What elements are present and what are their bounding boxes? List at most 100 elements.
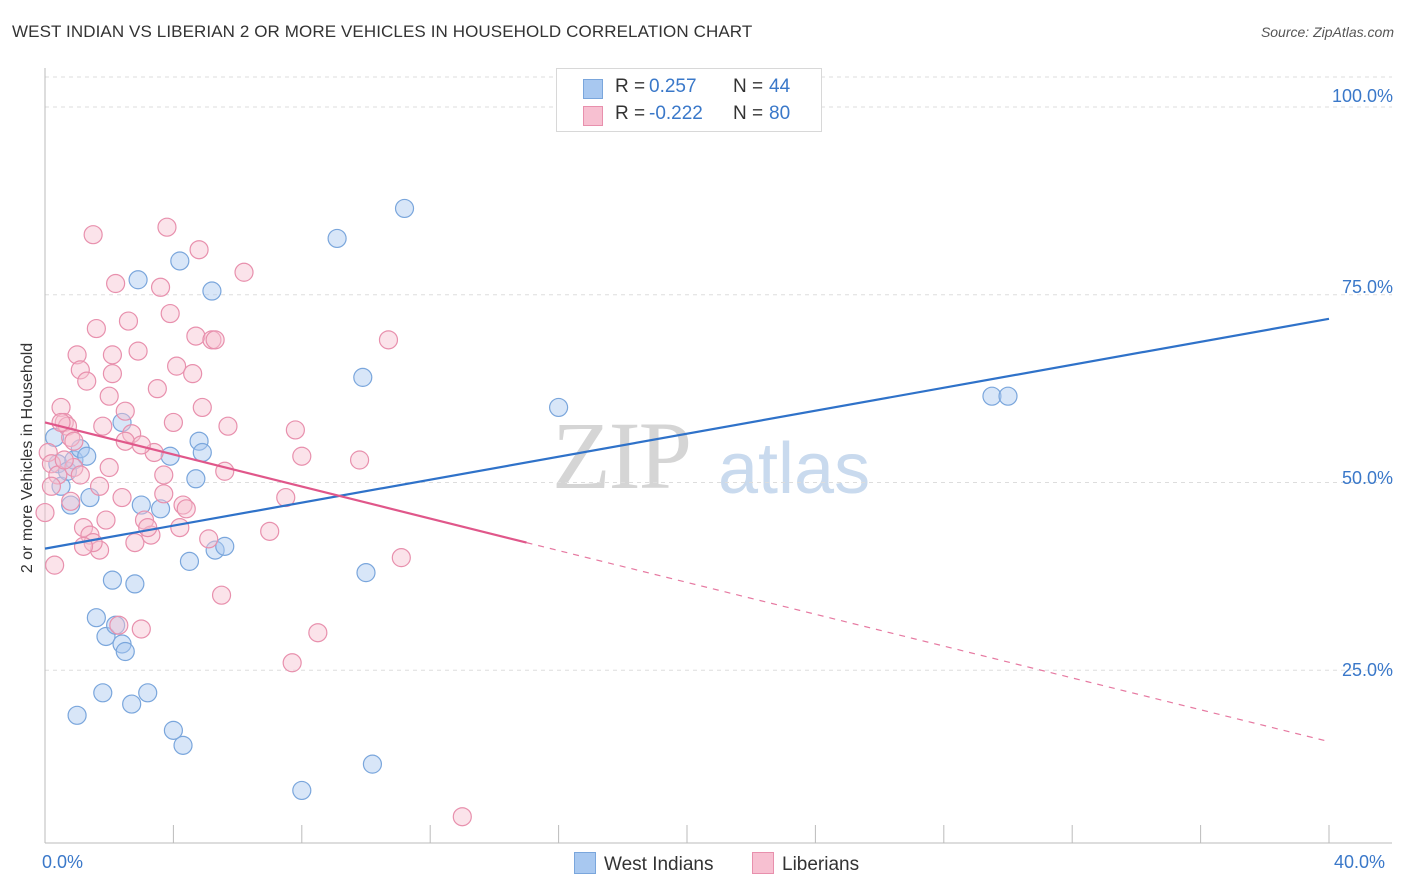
data-point [394, 198, 415, 219]
source-label: Source: ZipAtlas.com [1260, 24, 1394, 40]
data-point [199, 529, 219, 549]
n-label: N = [733, 103, 764, 124]
data-point [102, 570, 123, 590]
data-point [205, 330, 225, 350]
data-point [154, 484, 174, 504]
y-tick-label: 50.0% [1341, 468, 1393, 488]
data-point [38, 442, 58, 463]
data-point [102, 364, 123, 384]
data-point [170, 517, 190, 538]
data-point [192, 442, 212, 463]
legend-swatch [752, 852, 774, 874]
data-point [173, 495, 193, 515]
data-point [998, 386, 1018, 406]
data-point [131, 495, 151, 515]
legend-label: West Indians [604, 854, 714, 875]
r-value: 0.257 [649, 76, 697, 97]
data-point [234, 262, 254, 282]
data-point [86, 608, 106, 628]
data-point [163, 720, 183, 740]
data-point [54, 450, 74, 470]
data-point [115, 641, 135, 662]
data-point [260, 521, 280, 541]
data-point [122, 694, 142, 714]
data-point [982, 386, 1002, 406]
data-point [64, 457, 84, 478]
data-point [77, 371, 97, 391]
data-point [93, 416, 113, 436]
data-point [308, 623, 328, 643]
data-point [391, 548, 411, 568]
data-point [170, 251, 190, 271]
data-point [211, 585, 232, 605]
data-point [173, 735, 193, 755]
data-point [115, 401, 135, 421]
data-point [160, 303, 180, 324]
data-point [67, 345, 87, 365]
data-point [61, 491, 81, 511]
data-point [192, 397, 212, 418]
data-point [189, 431, 209, 451]
watermark-zip: ZIP [552, 402, 692, 509]
data-point [128, 270, 148, 290]
y-tick-label: 75.0% [1341, 277, 1393, 297]
n-label: N = [733, 76, 764, 97]
trend-line [44, 317, 1330, 550]
data-point [292, 446, 312, 466]
data-point [202, 281, 222, 301]
data-point [118, 311, 139, 331]
n-value: 44 [769, 76, 791, 97]
data-point [73, 517, 94, 538]
data-point [205, 540, 225, 560]
r-value: -0.222 [649, 103, 703, 124]
data-point [176, 499, 196, 519]
r-label: R = [615, 103, 646, 124]
legend-item-liberians[interactable]: Liberians [752, 852, 859, 876]
data-point [64, 431, 84, 451]
data-point [99, 457, 119, 478]
trend-line-extension [526, 542, 1330, 743]
data-point [167, 356, 187, 376]
data-point [548, 397, 569, 418]
data-point [77, 446, 97, 466]
data-point [154, 465, 174, 485]
data-point [353, 367, 373, 387]
data-point [282, 653, 302, 673]
data-point [99, 386, 119, 406]
data-point [292, 780, 312, 801]
data-point [285, 420, 305, 440]
data-point [125, 574, 145, 594]
data-point [179, 551, 200, 571]
data-point [138, 683, 158, 703]
data-point [112, 487, 132, 508]
data-point [86, 318, 106, 339]
data-point [51, 397, 71, 418]
data-point [138, 517, 158, 538]
watermark-atlas: atlas [718, 429, 871, 509]
r-label: R = [615, 76, 646, 97]
data-point [109, 615, 129, 635]
data-point [125, 533, 145, 553]
data-point [93, 683, 113, 703]
data-point [70, 360, 90, 380]
y-tick-label: 100.0% [1331, 86, 1393, 106]
data-point [96, 510, 116, 530]
data-point [35, 502, 55, 523]
stats-legend: R = 0.257 N = 44 R = -0.222 N = 80 [556, 68, 822, 132]
data-point [349, 450, 370, 470]
trend-line [44, 421, 527, 544]
data-point [131, 619, 151, 639]
data-point [150, 499, 171, 519]
data-point [41, 476, 62, 496]
data-point [183, 364, 203, 384]
data-point [45, 555, 65, 575]
data-point [128, 341, 148, 361]
data-point [150, 277, 171, 297]
n-value: 80 [769, 103, 791, 124]
data-point [89, 540, 110, 560]
legend-item-west-indians[interactable]: West Indians [574, 852, 713, 876]
data-point [186, 469, 206, 489]
data-point [356, 563, 376, 583]
data-point [327, 228, 347, 249]
data-point [89, 476, 110, 496]
